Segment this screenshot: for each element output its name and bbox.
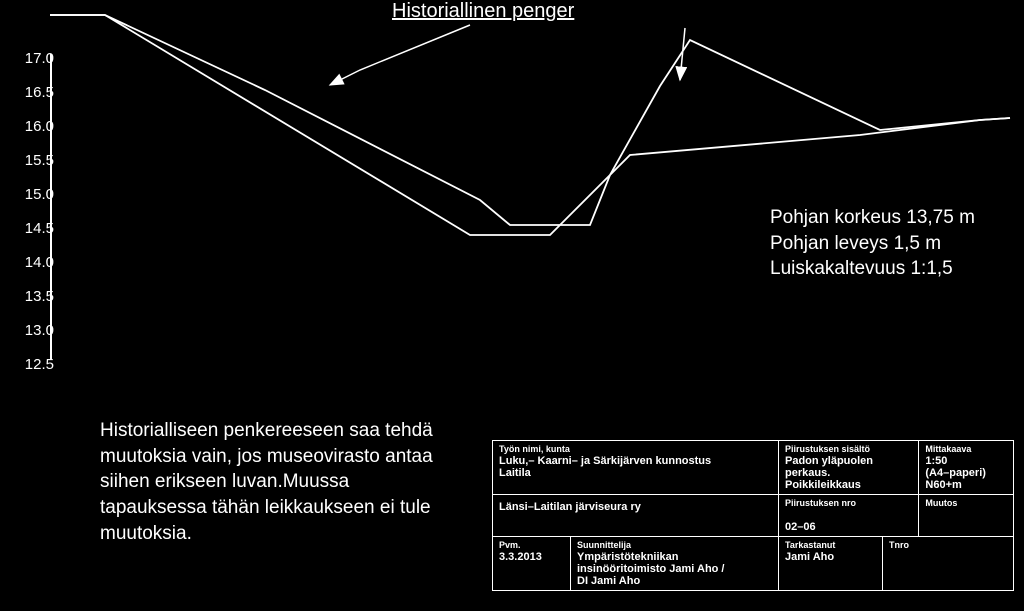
cell-val: 1:50 bbox=[925, 455, 947, 467]
title-block: Työn nimi, kunta Luku,– Kaarni– ja Särki… bbox=[492, 440, 1014, 591]
info-line: Pohjan leveys 1,5 m bbox=[770, 231, 975, 257]
cell-val: Länsi–Laitilan järviseura ry bbox=[499, 501, 641, 513]
title-row: Pvm. 3.3.2013 Suunnittelija Ympäristötek… bbox=[493, 537, 1013, 590]
chart-svg bbox=[50, 0, 1010, 360]
info-line: Luiskakaltevuus 1:1,5 bbox=[770, 256, 975, 282]
cell-label: Mittakaava bbox=[925, 444, 1007, 454]
drawing-page: Korkeus N60+m 17.0 16.5 16.0 15.5 15.0 1… bbox=[0, 0, 1024, 611]
cell-label: Pvm. bbox=[499, 540, 564, 550]
cell-label: Suunnittelija bbox=[577, 540, 772, 550]
note-text: Historialliseen penkereeseen saa tehdä m… bbox=[100, 418, 450, 546]
section-info: Pohjan korkeus 13,75 m Pohjan leveys 1,5… bbox=[770, 205, 975, 282]
profile-line-1 bbox=[50, 15, 1010, 235]
profile-line-2 bbox=[50, 15, 1010, 225]
cell-label: Piirustuksen nro bbox=[785, 498, 912, 508]
cell-label: Tnro bbox=[889, 540, 1007, 550]
cell-val: Laitila bbox=[499, 467, 531, 479]
cell-val: insinööritoimisto Jami Aho / bbox=[577, 563, 725, 575]
cell-label: Työn nimi, kunta bbox=[499, 444, 772, 454]
cell-val: Poikkileikkaus bbox=[785, 479, 861, 491]
cell-val: 02–06 bbox=[785, 521, 816, 533]
title-row: Työn nimi, kunta Luku,– Kaarni– ja Särki… bbox=[493, 441, 1013, 495]
callout-arrow-1 bbox=[330, 25, 470, 85]
info-line: Pohjan korkeus 13,75 m bbox=[770, 205, 975, 231]
cell-val: Ympäristötekniikan bbox=[577, 551, 678, 563]
cell-val: (A4–paperi) bbox=[925, 467, 986, 479]
cell-label: Tarkastanut bbox=[785, 540, 876, 550]
cell-val: Jami Aho bbox=[785, 551, 834, 563]
cell-val: DI Jami Aho bbox=[577, 575, 640, 587]
title-row: Länsi–Laitilan järviseura ry Piirustukse… bbox=[493, 495, 1013, 537]
cell-val: N60+m bbox=[925, 479, 961, 491]
cell-label: Muutos bbox=[925, 498, 1007, 508]
cross-section-chart: Historiallinen penger bbox=[50, 0, 1010, 360]
cell-val: Padon yläpuolen perkaus. bbox=[785, 455, 873, 479]
cell-label: Piirustuksen sisältö bbox=[785, 444, 912, 454]
callout-label: Historiallinen penger bbox=[392, 0, 574, 23]
cell-val: 3.3.2013 bbox=[499, 551, 542, 563]
cell-val: Luku,– Kaarni– ja Särkijärven kunnostus bbox=[499, 455, 711, 467]
